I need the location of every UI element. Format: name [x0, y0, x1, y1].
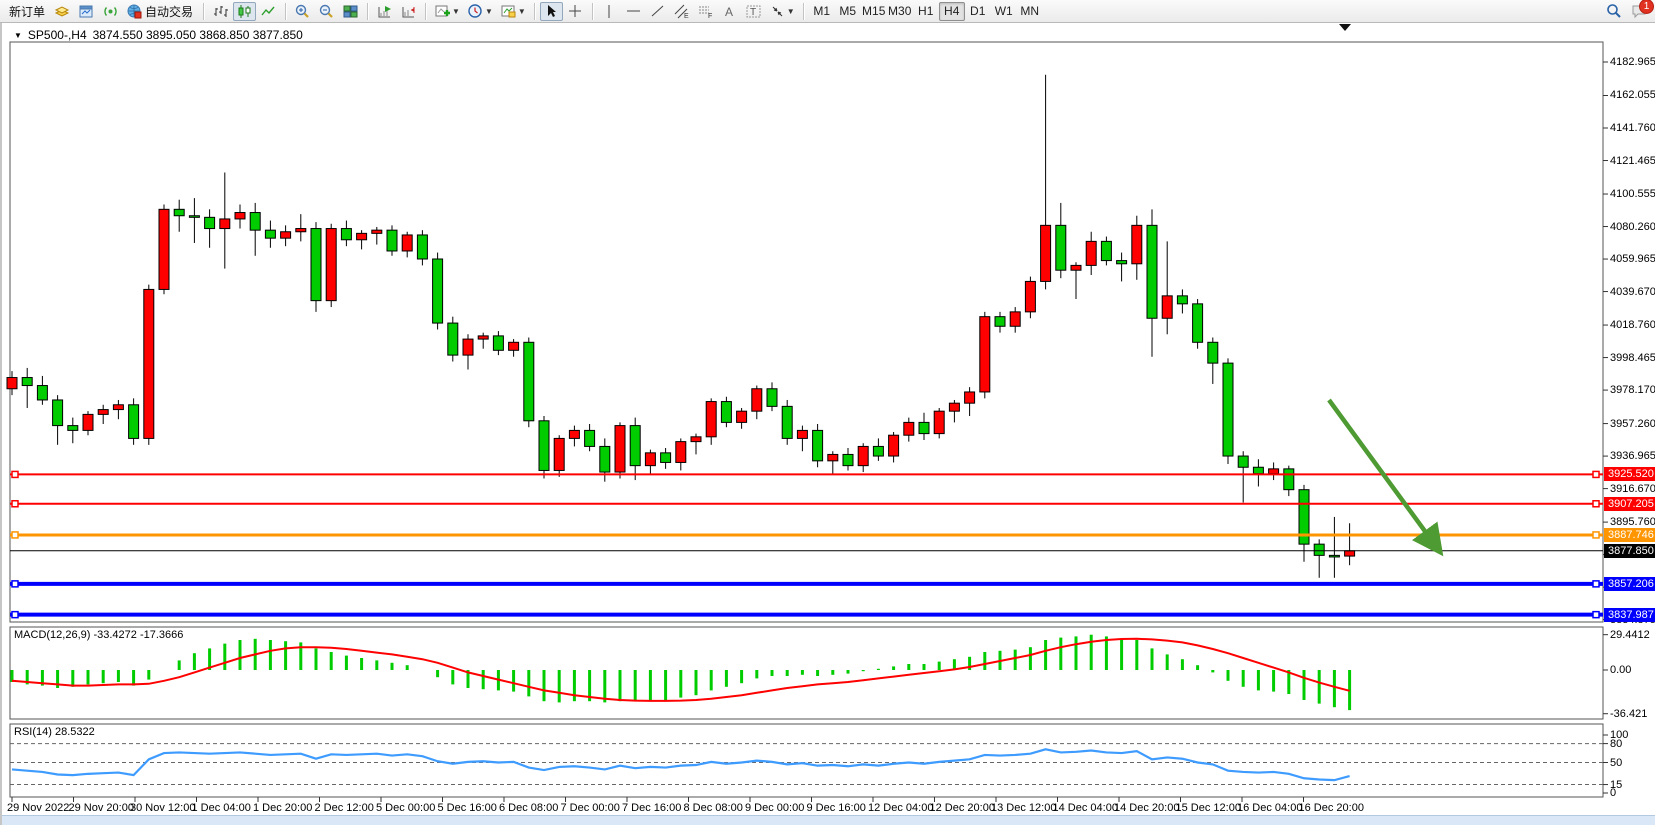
text-icon: A [725, 5, 733, 19]
bar-chart-button[interactable] [209, 2, 232, 21]
periods-button[interactable]: ▼ [464, 2, 496, 21]
horizontal-line-button[interactable] [622, 2, 645, 21]
arrows-button[interactable]: ▼ [766, 2, 798, 21]
trendline-button[interactable] [646, 2, 669, 21]
text-button[interactable]: A [718, 2, 741, 21]
chart-shift-icon [402, 6, 415, 17]
crosshair-icon [568, 4, 581, 17]
toolbar-separator [425, 2, 427, 20]
dropdown-arrow-icon: ▼ [786, 6, 795, 16]
timeframe-button-h1[interactable]: H1 [918, 4, 934, 18]
chart-window: ▼ SP500-,H4 3874.550 3895.050 3868.850 3… [0, 23, 1655, 825]
notification-count-badge: 1 [1639, 0, 1654, 14]
svg-text:T: T [750, 7, 756, 18]
timeframe-button-m1[interactable]: M1 [813, 4, 831, 18]
chart-area[interactable] [2, 23, 1655, 825]
auto-trading-label: 自动交易 [145, 4, 194, 19]
bar-chart-icon [214, 5, 229, 17]
candlestick-chart-icon [238, 4, 251, 18]
cursor-button[interactable] [539, 1, 563, 21]
status-strip [2, 815, 1655, 825]
zoom-out-button[interactable] [315, 2, 338, 21]
dropdown-arrow-icon: ▼ [484, 6, 493, 16]
line-chart-icon [261, 6, 275, 15]
chart-title: ▼ SP500-,H4 3874.550 3895.050 3868.850 3… [14, 28, 303, 42]
templates-icon [501, 5, 516, 17]
search-button[interactable] [1602, 2, 1626, 21]
timeframe-button-mn[interactable]: MN [1020, 4, 1040, 18]
chart-ohlc-values: 3874.550 3895.050 3868.850 3877.850 [92, 28, 303, 42]
dropdown-arrow-icon: ▼ [517, 6, 526, 16]
equidistant-channel-button[interactable]: E [670, 2, 693, 21]
search-icon [1607, 4, 1621, 18]
vertical-line-button[interactable] [598, 2, 621, 21]
rsi-indicator-label: RSI(14) 28.5322 [14, 726, 95, 738]
timeframe-button-m5[interactable]: M5 [839, 4, 857, 18]
timeframe-group: M1 M5 M15 M30 H1 H4 D1 W1 MN [809, 1, 1043, 21]
main-toolbar: 新订单 自动交易 [0, 0, 1655, 23]
svg-text:A: A [725, 5, 733, 19]
trendline-icon [651, 5, 664, 16]
market-watch-button[interactable] [75, 2, 98, 21]
chart-menu-icon[interactable]: ▼ [14, 30, 22, 40]
macd-indicator-label: MACD(12,26,9) -33.4272 -17.3666 [14, 629, 184, 641]
zoom-out-icon [319, 4, 333, 18]
line-chart-button[interactable] [257, 2, 280, 21]
tile-windows-button[interactable] [339, 2, 362, 21]
signal-button[interactable] [99, 2, 122, 21]
toolbar-separator [285, 2, 287, 20]
svg-text:F: F [708, 13, 712, 20]
chart-shift-button[interactable] [397, 2, 420, 21]
fibonacci-icon: F [698, 6, 712, 20]
tile-windows-icon [343, 5, 358, 17]
profile-icon [54, 5, 70, 17]
new-order-label: 新订单 [9, 4, 46, 19]
profile-button[interactable] [51, 2, 74, 21]
candlestick-chart-button[interactable] [233, 1, 257, 21]
add-indicator-button[interactable]: ▼ [431, 2, 463, 21]
signal-icon [104, 6, 117, 16]
templates-button[interactable]: ▼ [497, 2, 529, 21]
equidistant-channel-icon: E [674, 4, 689, 20]
auto-scroll-button[interactable] [373, 2, 396, 21]
text-label-icon: T [746, 5, 761, 18]
toolbar-separator [802, 2, 804, 20]
auto-trading-icon [127, 4, 142, 18]
arrows-icon [772, 6, 783, 16]
svg-text:E: E [684, 13, 689, 20]
timeframe-button-d1[interactable]: D1 [970, 4, 986, 18]
chart-symbol-period: SP500-,H4 [27, 28, 87, 42]
fibonacci-button[interactable]: F [694, 2, 717, 21]
toolbar-separator [533, 2, 535, 20]
toolbar-separator [203, 2, 205, 20]
toolbar-separator [591, 2, 593, 20]
auto-trading-button[interactable]: 自动交易 [123, 2, 198, 21]
add-indicator-icon [435, 5, 451, 16]
zoom-in-button[interactable] [291, 2, 314, 21]
timeframe-button-m15[interactable]: M15 [862, 4, 886, 18]
dropdown-arrow-icon: ▼ [452, 6, 460, 16]
periods-clock-icon [468, 3, 482, 18]
market-watch-icon [79, 5, 93, 17]
horizontal-line-icon [626, 10, 640, 11]
text-label-button[interactable]: T [742, 2, 765, 21]
crosshair-button[interactable] [564, 2, 587, 21]
new-order-button[interactable]: 新订单 [4, 2, 50, 21]
timeframe-button-h4[interactable]: H4 [938, 1, 965, 21]
timeframe-button-m30[interactable]: M30 [888, 4, 912, 18]
vertical-line-icon [608, 4, 610, 18]
zoom-in-icon [295, 4, 309, 18]
timeframe-button-w1[interactable]: W1 [994, 4, 1013, 18]
toolbar-separator [367, 2, 369, 20]
notifications-button[interactable]: 1 [1627, 0, 1654, 21]
auto-scroll-icon [378, 5, 392, 17]
cursor-icon [547, 4, 556, 17]
